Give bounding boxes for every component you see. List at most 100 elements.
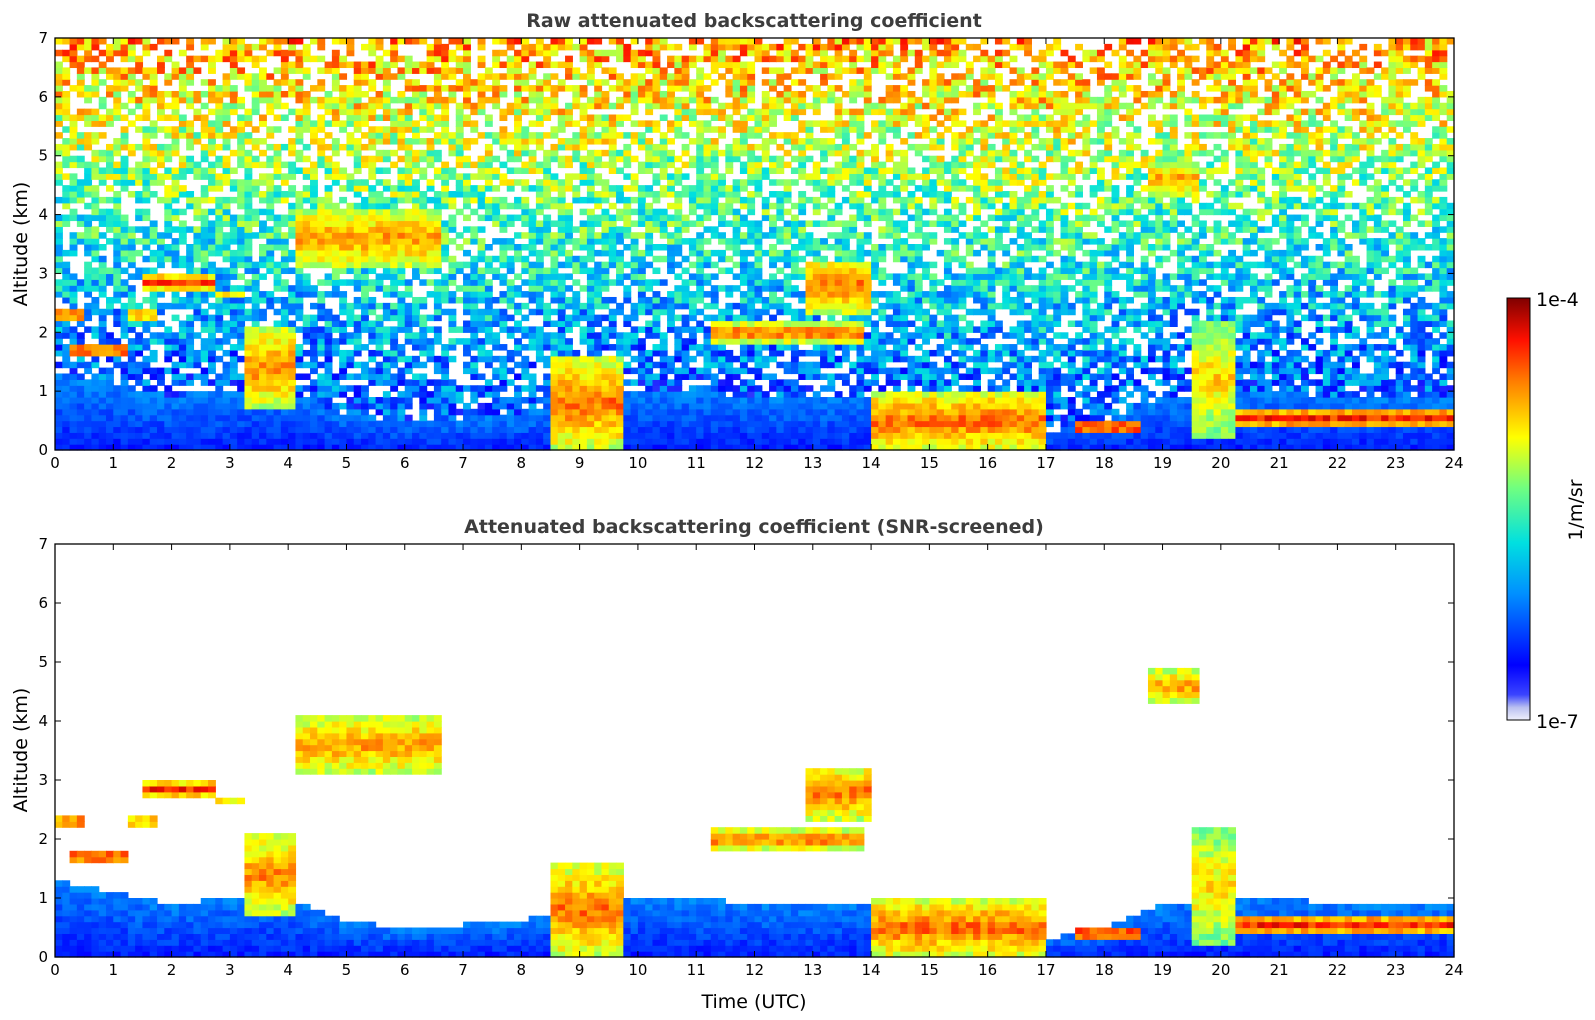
heatmap-cell: [113, 314, 122, 322]
heatmap-cell: [470, 285, 479, 292]
heatmap-cell: [426, 108, 435, 116]
heatmap-cell: [361, 114, 369, 121]
heatmap-cell: [91, 332, 100, 339]
heatmap-cell: [98, 179, 107, 186]
heatmap-cell: [324, 167, 333, 174]
heatmap-cell: [69, 244, 78, 251]
heatmap-cell: [659, 173, 668, 180]
heatmap-cell: [608, 185, 617, 192]
heatmap-cell: [557, 391, 566, 398]
heatmap-cell: [324, 96, 333, 104]
heatmap-cell: [455, 438, 464, 445]
heatmap-cell: [288, 385, 297, 392]
heatmap-cell: [251, 232, 260, 239]
heatmap-cell: [55, 102, 63, 110]
heatmap-cell: [419, 320, 428, 327]
heatmap-cell: [120, 185, 129, 192]
heatmap-cell: [448, 402, 457, 410]
heatmap-cell: [732, 149, 741, 157]
heatmap-cell: [630, 90, 639, 98]
heatmap-cell: [550, 220, 559, 227]
heatmap-cell: [368, 249, 377, 257]
heatmap-cell: [565, 108, 573, 116]
heatmap-cell: [470, 161, 479, 169]
heatmap-cell: [98, 414, 107, 422]
heatmap-cell: [514, 385, 522, 392]
heatmap-cell: [135, 249, 144, 257]
heatmap-cell: [280, 255, 289, 263]
heatmap-cell: [76, 320, 85, 327]
heatmap-cell: [229, 444, 238, 451]
heatmap-cell: [106, 408, 114, 416]
heatmap-cell: [557, 244, 566, 251]
heatmap-cell: [565, 202, 573, 210]
heatmap-cell: [62, 49, 71, 57]
heatmap-cell: [514, 426, 522, 433]
heatmap-cell: [404, 102, 413, 110]
heatmap-cell: [310, 173, 318, 180]
heatmap-cell: [667, 444, 675, 451]
heatmap-cell: [142, 285, 151, 292]
heatmap-cell: [171, 102, 180, 110]
heatmap-cell: [208, 85, 216, 92]
heatmap-cell: [135, 402, 144, 410]
heatmap-cell: [412, 132, 420, 139]
heatmap-cell: [215, 226, 224, 233]
heatmap-cell: [477, 161, 486, 169]
heatmap-cell: [674, 226, 683, 233]
heatmap-cell: [324, 143, 333, 151]
heatmap-cell: [331, 214, 340, 222]
heatmap-cell: [361, 185, 369, 192]
heatmap-cell: [91, 408, 100, 416]
heatmap-cell: [601, 232, 610, 239]
heatmap-cell: [514, 132, 522, 139]
heatmap-cell: [164, 114, 173, 121]
heatmap-cell: [397, 232, 406, 239]
heatmap-cell: [280, 332, 289, 339]
heatmap-cell: [288, 267, 297, 275]
heatmap-cell: [186, 402, 195, 410]
heatmap-cell: [317, 438, 326, 445]
heatmap-cell: [528, 267, 537, 275]
heatmap-cell: [696, 438, 705, 445]
heatmap-cell: [630, 55, 639, 63]
heatmap-cell: [215, 379, 224, 386]
heatmap-cell: [397, 179, 406, 186]
heatmap-cell: [433, 49, 442, 57]
heatmap-cell: [477, 426, 486, 433]
heatmap-cell: [251, 326, 260, 333]
heatmap-cell: [288, 249, 297, 257]
heatmap-cell: [463, 214, 471, 222]
heatmap-cell: [543, 214, 552, 222]
heatmap-cell: [543, 79, 552, 86]
heatmap-cell: [608, 49, 617, 57]
heatmap-cell: [426, 161, 435, 169]
heatmap-cell: [550, 267, 559, 275]
heatmap-cell: [368, 143, 377, 151]
heatmap-cell: [76, 408, 85, 416]
heatmap-cell: [244, 414, 253, 422]
heatmap-cell: [681, 85, 690, 92]
heatmap-cell: [368, 185, 377, 192]
heatmap-cell: [674, 61, 683, 69]
heatmap-cell: [91, 108, 100, 116]
heatmap-cell: [550, 379, 559, 386]
heatmap-cell: [142, 38, 151, 45]
heatmap-cell: [623, 273, 632, 280]
heatmap-cell: [361, 391, 369, 398]
heatmap-cell: [652, 426, 661, 433]
heatmap-cell: [659, 67, 668, 74]
heatmap-cell: [244, 191, 253, 198]
heatmap-cell: [288, 320, 297, 327]
heatmap-cell: [710, 196, 719, 204]
heatmap-cell: [732, 391, 741, 398]
heatmap-cell: [266, 349, 275, 357]
heatmap-cell: [310, 397, 318, 404]
heatmap-cell: [69, 338, 78, 345]
heatmap-cell: [521, 196, 530, 204]
heatmap-cell: [346, 220, 355, 227]
heatmap-cell: [244, 132, 253, 139]
heatmap-cell: [739, 120, 748, 127]
heatmap-cell: [106, 214, 114, 222]
heatmap-cell: [186, 90, 195, 98]
